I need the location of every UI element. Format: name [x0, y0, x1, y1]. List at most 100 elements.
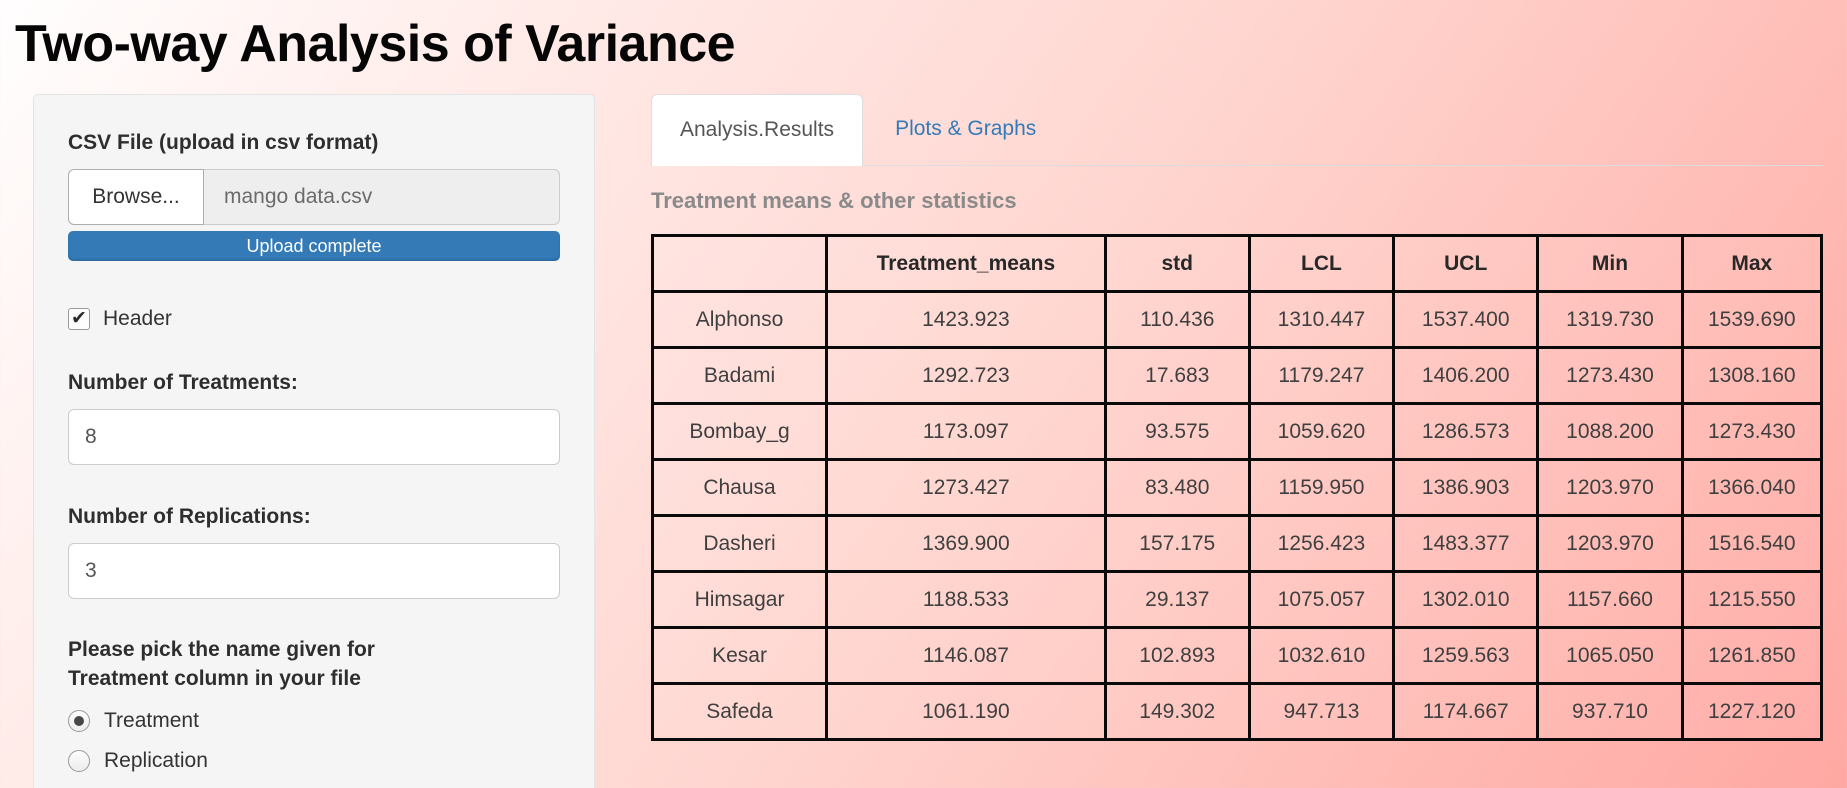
- row-label: Himsagar: [650, 570, 829, 629]
- cell-max: 1308.160: [1680, 346, 1824, 405]
- cell-lcl: 1159.950: [1247, 458, 1396, 517]
- column-header-ucl: UCL: [1392, 234, 1540, 293]
- column-header-std: std: [1103, 234, 1251, 293]
- cell-treatment_means: 1292.723: [825, 346, 1107, 405]
- radio-option-label: Treatment: [104, 709, 199, 732]
- replications-label: Number of Replications:: [68, 505, 311, 528]
- stats-table-head: Treatment_means std LCL UCL Min Max: [650, 234, 1824, 293]
- treatment-column-picker-label: Please pick the name given for Treatment…: [68, 638, 375, 690]
- cell-ucl: 1286.573: [1392, 402, 1540, 461]
- cell-min: 1065.050: [1536, 626, 1684, 685]
- cell-ucl: 1483.377: [1392, 514, 1540, 573]
- table-row: Kesar 1146.087 102.893 1032.610 1259.563 1065…: [650, 626, 1824, 685]
- header-checkbox-row: ✔ Header: [68, 307, 560, 331]
- cell-lcl: 1075.057: [1247, 570, 1396, 629]
- section-heading: Treatment means & other statistics: [651, 188, 1017, 213]
- radio-option-label: Replication: [104, 749, 208, 772]
- table-row: Chausa 1273.427 83.480 1159.950 1386.903 1203…: [650, 458, 1824, 517]
- cell-std: 17.683: [1103, 346, 1251, 405]
- header-checkbox[interactable]: ✔: [68, 308, 90, 330]
- cell-std: 93.575: [1103, 402, 1251, 461]
- table-row: Safeda 1061.190 149.302 947.713 1174.667 937.…: [650, 682, 1824, 741]
- cell-min: 1088.200: [1536, 402, 1684, 461]
- treatments-label: Number of Treatments:: [68, 371, 298, 394]
- tab-analysis-results[interactable]: Analysis.Results: [651, 94, 864, 166]
- cell-lcl: 1059.620: [1247, 402, 1396, 461]
- table-header-row: Treatment_means std LCL UCL Min Max: [650, 234, 1824, 293]
- radio-option-treatment[interactable]: Treatment: [68, 709, 560, 733]
- file-input-group: Browse... mango data.csv: [68, 169, 560, 225]
- stats-table: Treatment_means std LCL UCL Min Max Alphonso 1…: [650, 234, 1824, 741]
- cell-std: 29.137: [1103, 570, 1251, 629]
- row-label: Badami: [650, 346, 829, 405]
- table-row: Bombay_g 1173.097 93.575 1059.620 1286.573 10…: [650, 402, 1824, 461]
- cell-std: 110.436: [1103, 290, 1251, 349]
- content-row: CSV File (upload in csv format) Browse..…: [0, 94, 1847, 788]
- treatment-radio-group: Treatment Replication: [68, 709, 560, 773]
- cell-ucl: 1302.010: [1392, 570, 1540, 629]
- cell-std: 157.175: [1103, 514, 1251, 573]
- cell-max: 1366.040: [1680, 458, 1824, 517]
- table-row: Badami 1292.723 17.683 1179.247 1406.200 1273…: [650, 346, 1824, 405]
- cell-treatment_means: 1423.923: [825, 290, 1107, 349]
- cell-ucl: 1259.563: [1392, 626, 1540, 685]
- cell-max: 1539.690: [1680, 290, 1824, 349]
- tab-plots-graphs[interactable]: Plots & Graphs: [895, 117, 1037, 140]
- file-name-field[interactable]: mango data.csv: [204, 169, 560, 225]
- cell-max: 1516.540: [1680, 514, 1824, 573]
- row-label: Dasheri: [650, 514, 829, 573]
- cell-min: 1319.730: [1536, 290, 1684, 349]
- table-row: Alphonso 1423.923 110.436 1310.447 1537.400 1…: [650, 290, 1824, 349]
- cell-max: 1227.120: [1680, 682, 1824, 741]
- cell-treatment_means: 1369.900: [825, 514, 1107, 573]
- cell-std: 102.893: [1103, 626, 1251, 685]
- cell-ucl: 1406.200: [1392, 346, 1540, 405]
- cell-min: 1203.970: [1536, 514, 1684, 573]
- main-panel: Analysis.Results Plots & Graphs Treatmen…: [650, 94, 1824, 741]
- row-label: Chausa: [650, 458, 829, 517]
- cell-lcl: 1310.447: [1247, 290, 1396, 349]
- radio-option-replication[interactable]: Replication: [68, 749, 560, 773]
- cell-lcl: 1179.247: [1247, 346, 1396, 405]
- tab-bar: Analysis.Results Plots & Graphs: [651, 94, 1823, 166]
- cell-treatment_means: 1188.533: [825, 570, 1107, 629]
- column-header-min: Min: [1536, 234, 1684, 293]
- row-label: Alphonso: [650, 290, 829, 349]
- radio-button-icon[interactable]: [68, 710, 90, 732]
- stats-table-body: Alphonso 1423.923 110.436 1310.447 1537.400 1…: [650, 290, 1824, 741]
- cell-min: 937.710: [1536, 682, 1684, 741]
- cell-max: 1215.550: [1680, 570, 1824, 629]
- cell-min: 1203.970: [1536, 458, 1684, 517]
- row-label: Kesar: [650, 626, 829, 685]
- cell-min: 1157.660: [1536, 570, 1684, 629]
- cell-ucl: 1537.400: [1392, 290, 1540, 349]
- column-header-lcl: LCL: [1247, 234, 1396, 293]
- cell-treatment_means: 1146.087: [825, 626, 1107, 685]
- column-header-max: Max: [1680, 234, 1824, 293]
- browse-button[interactable]: Browse...: [68, 169, 204, 225]
- cell-treatment_means: 1273.427: [825, 458, 1107, 517]
- cell-max: 1273.430: [1680, 402, 1824, 461]
- cell-std: 83.480: [1103, 458, 1251, 517]
- cell-ucl: 1174.667: [1392, 682, 1540, 741]
- table-row: Dasheri 1369.900 157.175 1256.423 1483.377 12…: [650, 514, 1824, 573]
- column-header-treatment_means: Treatment_means: [825, 234, 1107, 293]
- replications-input[interactable]: [68, 543, 560, 599]
- treatments-input[interactable]: [68, 409, 560, 465]
- cell-lcl: 947.713: [1247, 682, 1396, 741]
- sidebar-panel: CSV File (upload in csv format) Browse..…: [33, 94, 595, 788]
- cell-min: 1273.430: [1536, 346, 1684, 405]
- header-checkbox-label: Header: [103, 307, 172, 330]
- upload-progress-bar: Upload complete: [68, 231, 560, 261]
- cell-std: 149.302: [1103, 682, 1251, 741]
- cell-lcl: 1032.610: [1247, 626, 1396, 685]
- cell-ucl: 1386.903: [1392, 458, 1540, 517]
- row-label: Bombay_g: [650, 402, 829, 461]
- csv-file-label: CSV File (upload in csv format): [68, 131, 379, 154]
- row-label: Safeda: [650, 682, 829, 741]
- page-title: Two-way Analysis of Variance: [15, 15, 736, 73]
- radio-button-icon[interactable]: [68, 750, 90, 772]
- cell-treatment_means: 1173.097: [825, 402, 1107, 461]
- cell-lcl: 1256.423: [1247, 514, 1396, 573]
